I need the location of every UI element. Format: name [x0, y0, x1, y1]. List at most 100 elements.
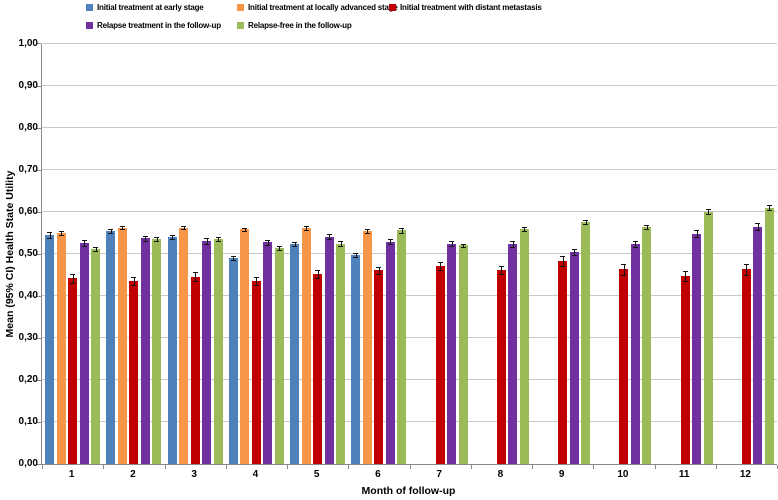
y-axis-tick: [37, 422, 41, 423]
y-axis-tick: [37, 86, 41, 87]
bar: [228, 258, 238, 464]
error-bar-cap: [682, 280, 688, 282]
bar: [129, 280, 139, 464]
bar: [190, 276, 200, 464]
legend-item-relapse-free: Relapse-free in the follow-up: [237, 21, 352, 30]
bar: [680, 275, 690, 464]
error-bar-cap: [743, 263, 749, 265]
bar: [56, 233, 66, 464]
legend-label: Initial treatment with distant metastasi…: [400, 3, 542, 12]
x-axis-tick: [409, 465, 411, 469]
x-axis-tick: [654, 465, 656, 469]
error-bar-cap: [766, 210, 772, 212]
error-bar-cap: [93, 251, 99, 253]
error-bar-cap: [571, 255, 577, 257]
x-tick-label: 3: [191, 469, 197, 480]
error-bar-cap: [682, 270, 688, 272]
y-axis-tick: [37, 380, 41, 381]
bar: [703, 211, 713, 464]
error-bar-cap: [510, 247, 516, 249]
error-bar-cap: [353, 252, 359, 254]
legend-item-early-stage: Initial treatment at early stage: [86, 3, 204, 12]
gridline: [42, 85, 777, 86]
error-bar-cap: [292, 246, 298, 248]
error-bar: [440, 261, 442, 270]
error-bar-cap: [169, 239, 175, 241]
x-tick-label: 4: [252, 469, 259, 480]
error-bar-cap: [755, 230, 761, 232]
bar: [213, 239, 223, 464]
error-bar-cap: [58, 231, 64, 233]
error-bar: [390, 239, 392, 245]
error-bar: [340, 241, 342, 246]
error-bar-cap: [399, 228, 405, 230]
error-bar: [61, 231, 63, 235]
x-axis-tick: [103, 465, 105, 469]
error-bar-cap: [399, 232, 405, 234]
y-axis-tick: [37, 464, 41, 465]
bar: [117, 227, 127, 464]
error-bar: [317, 270, 319, 278]
error-bar-cap: [154, 240, 160, 242]
error-bar-cap: [376, 274, 382, 276]
error-bar-cap: [142, 240, 148, 242]
legend-marker-relapse-treatment-icon: [86, 22, 93, 29]
bar: [642, 226, 652, 464]
error-bar-cap: [705, 209, 711, 211]
error-bar-cap: [131, 276, 137, 278]
error-bar: [267, 239, 269, 245]
error-bar-cap: [81, 239, 87, 241]
error-bar-cap: [253, 276, 259, 278]
legend-item-distant-metastasis: Initial treatment with distant metastasi…: [389, 3, 542, 12]
x-axis-tick: [287, 465, 288, 469]
error-bar-cap: [81, 245, 87, 247]
bar: [447, 243, 457, 464]
error-bar-cap: [154, 237, 160, 239]
bar: [324, 236, 334, 464]
x-axis-tick: [42, 465, 43, 469]
error-bar-cap: [230, 260, 236, 262]
error-bar: [172, 235, 174, 240]
bar: [374, 270, 384, 464]
x-tick-label: 2: [130, 469, 136, 480]
error-bar: [696, 230, 698, 238]
error-bar-cap: [632, 247, 638, 249]
y-axis-tick: [37, 338, 41, 339]
error-bar-cap: [303, 226, 309, 228]
error-bar: [367, 229, 369, 233]
error-bar-cap: [276, 245, 282, 247]
x-tick-label: 8: [497, 469, 504, 480]
bar: [508, 244, 518, 464]
bar: [351, 254, 361, 464]
error-bar-cap: [108, 228, 114, 230]
error-bar-cap: [192, 272, 198, 274]
y-tick-label: 1,00: [18, 38, 38, 49]
gridline: [42, 169, 777, 170]
error-bar-cap: [498, 274, 504, 276]
error-bar: [574, 248, 576, 256]
error-bar-cap: [449, 246, 455, 248]
bar: [569, 251, 579, 464]
y-tick-label: 0,20: [18, 374, 38, 385]
error-bar-cap: [755, 223, 761, 225]
error-bar-cap: [437, 261, 443, 263]
error-bar-cap: [560, 266, 566, 268]
bar: [630, 244, 640, 464]
error-bar-cap: [571, 248, 577, 250]
bar: [251, 280, 261, 464]
y-axis-tick: [37, 254, 41, 255]
x-tick-label: 10: [617, 469, 629, 480]
error-bar-cap: [338, 245, 344, 247]
error-bar: [306, 226, 308, 230]
legend-label: Initial treatment at early stage: [97, 3, 204, 12]
error-bar: [451, 241, 453, 247]
bar: [753, 226, 763, 464]
error-bar-cap: [276, 249, 282, 251]
bar: [397, 230, 407, 464]
error-bar-cap: [242, 230, 248, 232]
error-bar-cap: [387, 239, 393, 241]
bar: [519, 229, 529, 464]
bar: [764, 207, 774, 464]
error-bar-cap: [230, 256, 236, 258]
error-bar-cap: [253, 285, 259, 287]
